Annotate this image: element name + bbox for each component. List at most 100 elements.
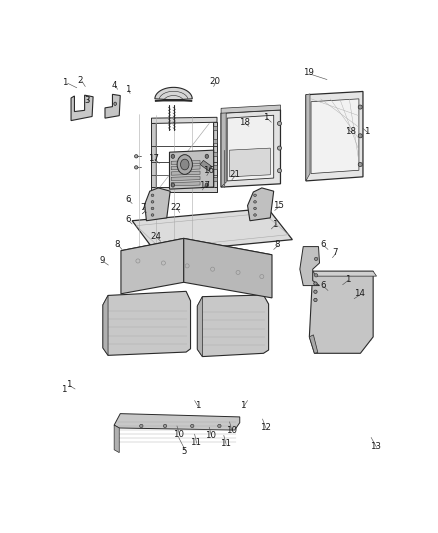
Ellipse shape bbox=[314, 257, 318, 261]
Ellipse shape bbox=[314, 290, 317, 293]
Ellipse shape bbox=[205, 154, 208, 158]
Polygon shape bbox=[221, 110, 280, 187]
Text: 20: 20 bbox=[209, 77, 220, 86]
Polygon shape bbox=[221, 108, 226, 187]
Polygon shape bbox=[212, 122, 217, 192]
Text: 19: 19 bbox=[303, 68, 314, 77]
Text: 3: 3 bbox=[84, 96, 90, 106]
Polygon shape bbox=[171, 166, 200, 170]
Polygon shape bbox=[309, 271, 373, 353]
Ellipse shape bbox=[114, 102, 117, 106]
Ellipse shape bbox=[218, 424, 221, 427]
Bar bbox=[212, 152, 217, 156]
Text: 1: 1 bbox=[345, 275, 350, 284]
Polygon shape bbox=[311, 99, 359, 174]
Polygon shape bbox=[114, 425, 119, 453]
Polygon shape bbox=[152, 124, 156, 192]
Polygon shape bbox=[227, 115, 274, 181]
Text: 6: 6 bbox=[320, 240, 326, 249]
Bar bbox=[212, 139, 217, 143]
Text: 15: 15 bbox=[273, 201, 284, 210]
Text: 12: 12 bbox=[260, 423, 271, 432]
Polygon shape bbox=[306, 94, 310, 181]
Ellipse shape bbox=[277, 122, 282, 126]
Polygon shape bbox=[197, 297, 202, 357]
Text: 1: 1 bbox=[194, 401, 200, 410]
Polygon shape bbox=[170, 150, 214, 189]
Ellipse shape bbox=[358, 134, 362, 138]
Polygon shape bbox=[313, 271, 377, 276]
Ellipse shape bbox=[163, 424, 167, 427]
Polygon shape bbox=[121, 238, 272, 267]
Text: 9: 9 bbox=[99, 256, 105, 265]
Ellipse shape bbox=[191, 424, 194, 427]
Text: 10: 10 bbox=[226, 425, 237, 434]
Ellipse shape bbox=[358, 105, 362, 109]
Text: 1: 1 bbox=[364, 127, 370, 136]
Text: 14: 14 bbox=[354, 289, 365, 298]
Text: 24: 24 bbox=[150, 232, 162, 241]
Ellipse shape bbox=[314, 298, 317, 302]
Text: 4: 4 bbox=[111, 81, 117, 90]
Ellipse shape bbox=[277, 146, 282, 150]
Polygon shape bbox=[200, 160, 212, 171]
Polygon shape bbox=[105, 94, 120, 118]
Text: 10: 10 bbox=[205, 431, 216, 440]
Polygon shape bbox=[155, 87, 192, 101]
Text: 11: 11 bbox=[190, 438, 201, 447]
Polygon shape bbox=[121, 238, 184, 294]
Ellipse shape bbox=[254, 207, 256, 209]
Ellipse shape bbox=[314, 282, 317, 285]
Ellipse shape bbox=[134, 166, 138, 169]
Polygon shape bbox=[171, 176, 200, 181]
Polygon shape bbox=[103, 295, 108, 356]
Ellipse shape bbox=[151, 214, 154, 216]
Text: 17: 17 bbox=[198, 181, 210, 190]
Text: 1: 1 bbox=[62, 78, 68, 87]
Text: 5: 5 bbox=[181, 447, 187, 456]
Polygon shape bbox=[197, 295, 268, 357]
Text: 1: 1 bbox=[61, 384, 67, 393]
Text: 2: 2 bbox=[78, 76, 83, 85]
Text: 18: 18 bbox=[239, 118, 250, 127]
Ellipse shape bbox=[151, 194, 154, 197]
Polygon shape bbox=[247, 188, 274, 221]
Bar bbox=[212, 165, 217, 168]
Text: 7: 7 bbox=[332, 248, 338, 257]
Text: 17: 17 bbox=[148, 154, 159, 163]
Polygon shape bbox=[306, 92, 363, 181]
Bar bbox=[212, 177, 217, 181]
Text: 21: 21 bbox=[229, 170, 240, 179]
Text: 7: 7 bbox=[140, 203, 146, 212]
Text: 16: 16 bbox=[203, 166, 214, 175]
Polygon shape bbox=[184, 238, 272, 298]
Ellipse shape bbox=[205, 183, 208, 187]
Polygon shape bbox=[300, 247, 320, 286]
Polygon shape bbox=[230, 148, 270, 177]
Polygon shape bbox=[221, 105, 280, 113]
Polygon shape bbox=[171, 171, 200, 175]
Ellipse shape bbox=[140, 424, 143, 427]
Text: 1: 1 bbox=[66, 381, 72, 390]
Text: 6: 6 bbox=[320, 281, 326, 290]
Text: 1: 1 bbox=[240, 401, 246, 410]
Text: 11: 11 bbox=[219, 439, 231, 448]
Polygon shape bbox=[114, 414, 240, 430]
Ellipse shape bbox=[180, 159, 189, 170]
Polygon shape bbox=[132, 208, 293, 253]
Text: 22: 22 bbox=[171, 203, 182, 212]
Ellipse shape bbox=[151, 207, 154, 209]
Bar bbox=[212, 126, 217, 131]
Polygon shape bbox=[71, 95, 93, 120]
Polygon shape bbox=[152, 187, 217, 192]
Text: 6: 6 bbox=[125, 195, 131, 204]
Polygon shape bbox=[309, 335, 318, 353]
Polygon shape bbox=[152, 117, 217, 124]
Ellipse shape bbox=[177, 155, 192, 174]
Text: 18: 18 bbox=[345, 127, 356, 136]
Ellipse shape bbox=[254, 214, 256, 216]
Ellipse shape bbox=[254, 200, 256, 203]
Polygon shape bbox=[171, 182, 200, 186]
Ellipse shape bbox=[254, 194, 256, 197]
Polygon shape bbox=[103, 292, 191, 356]
